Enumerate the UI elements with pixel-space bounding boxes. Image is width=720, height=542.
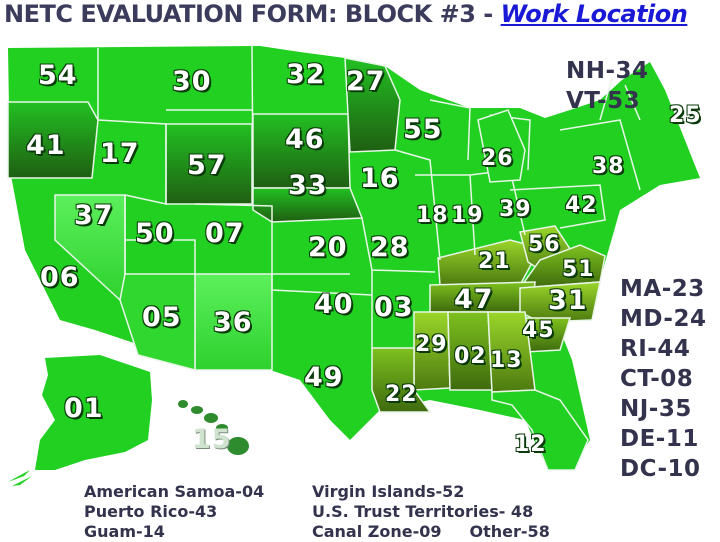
- code-wi: 55: [403, 114, 443, 145]
- state-az: [119, 273, 196, 371]
- state-mi: [477, 109, 526, 183]
- territory-guam: Guam-14: [84, 522, 165, 541]
- work-location-link[interactable]: Work Location: [500, 0, 688, 28]
- code-ut: 50: [135, 218, 175, 249]
- code-tn: 47: [454, 284, 494, 315]
- territories-col2: Virgin Islands-52 U.S. Trust Territories…: [312, 482, 550, 542]
- label-de: DE-11: [620, 426, 699, 452]
- code-az: 05: [142, 302, 182, 333]
- code-sc: 45: [522, 318, 555, 343]
- code-mn: 27: [346, 66, 386, 97]
- code-wy: 57: [187, 150, 227, 181]
- code-la: 22: [385, 382, 418, 407]
- code-ca: 06: [40, 262, 80, 293]
- territory-virgin-islands: Virgin Islands-52: [312, 482, 465, 501]
- code-fl: 12: [514, 432, 547, 457]
- code-al: 02: [454, 344, 487, 369]
- state-borders: [97, 45, 641, 348]
- territory-us-trust: U.S. Trust Territories- 48: [312, 502, 534, 521]
- territory-other: Other-58: [469, 522, 550, 541]
- title-text: NETC EVALUATION FORM: BLOCK #3 -: [4, 0, 501, 28]
- code-mi: 26: [481, 146, 514, 171]
- code-ne: 33: [288, 170, 328, 201]
- code-tx: 49: [304, 362, 344, 393]
- state-ky: [437, 239, 542, 286]
- code-nv: 37: [74, 200, 114, 231]
- code-in: 19: [451, 203, 484, 228]
- code-ar: 03: [374, 292, 414, 323]
- code-nm: 36: [213, 307, 253, 338]
- code-il: 18: [416, 203, 449, 228]
- territory-american-samoa: American Samoa-04: [84, 482, 265, 501]
- code-mt: 30: [172, 66, 212, 97]
- code-wv: 56: [528, 232, 561, 257]
- code-co: 07: [205, 218, 245, 249]
- label-md: MD-24: [620, 306, 707, 332]
- territory-puerto-rico: Puerto Rico-43: [84, 502, 218, 521]
- state-la: [371, 347, 432, 413]
- code-me: 25: [669, 103, 702, 128]
- code-nc: 31: [548, 285, 588, 316]
- code-or: 41: [26, 130, 66, 161]
- state-ne: [252, 187, 364, 223]
- code-ga: 13: [490, 348, 523, 373]
- alaska-islands: [8, 470, 40, 486]
- label-dc: DC-10: [620, 456, 701, 482]
- state-or: [7, 101, 99, 179]
- code-id: 17: [100, 138, 140, 169]
- code-ia: 16: [360, 163, 400, 194]
- code-hi: 15: [192, 424, 232, 455]
- label-ct: CT-08: [620, 366, 694, 392]
- territory-canal-zone: Canal Zone-09: [312, 522, 442, 541]
- state-ak: [35, 355, 152, 470]
- code-ok: 40: [314, 289, 354, 320]
- code-va: 51: [562, 257, 595, 282]
- code-mo: 28: [370, 232, 410, 263]
- code-ms: 29: [415, 332, 448, 357]
- code-sd: 46: [285, 124, 325, 155]
- territory-row-3: Canal Zone-09 Other-58: [312, 522, 550, 542]
- code-pa: 42: [565, 193, 598, 218]
- form-title: NETC EVALUATION FORM: BLOCK #3 - Work Lo…: [4, 0, 720, 34]
- code-oh: 39: [499, 197, 532, 222]
- label-ri: RI-44: [620, 336, 691, 362]
- label-vt: VT-53: [566, 88, 641, 114]
- label-nh: NH-34: [566, 58, 649, 84]
- territories-col1: American Samoa-04 Puerto Rico-43 Guam-14: [84, 482, 264, 542]
- label-ma: MA-23: [620, 276, 705, 302]
- state-ga: [487, 311, 536, 393]
- code-nd: 32: [286, 59, 326, 90]
- code-ks: 20: [308, 232, 348, 263]
- code-ny: 38: [592, 154, 625, 179]
- state-fl: [491, 389, 589, 471]
- label-nj: NJ-35: [620, 396, 692, 422]
- code-ak: 01: [64, 393, 104, 424]
- code-ky: 21: [478, 249, 511, 274]
- code-wa: 54: [38, 60, 78, 91]
- hawaii-islands: [178, 400, 249, 455]
